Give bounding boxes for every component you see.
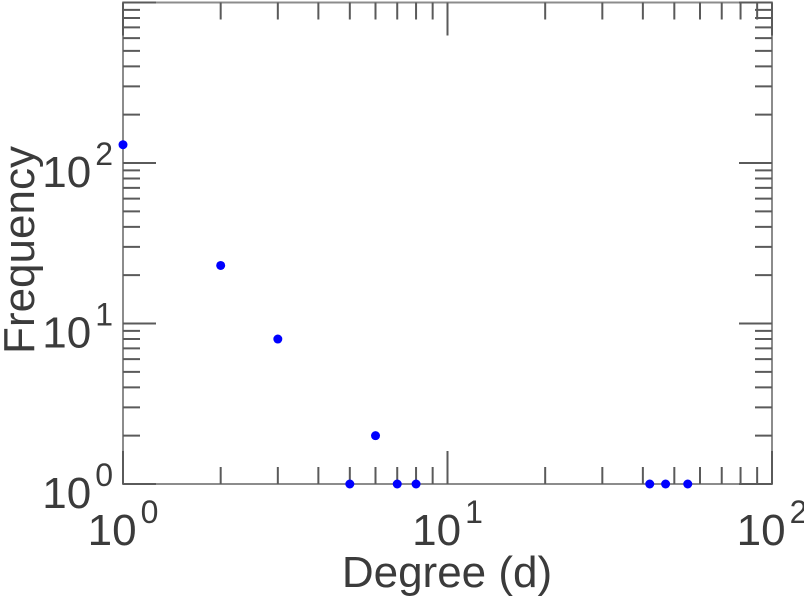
- y-tick-label-exponent: 2: [95, 136, 113, 172]
- data-point: [661, 479, 671, 489]
- y-tick-label-exponent: 1: [95, 297, 113, 333]
- data-point: [411, 479, 421, 489]
- x-tick-label-exponent: 0: [141, 494, 159, 530]
- y-axis-label: Frequency: [0, 146, 44, 354]
- x-tick-label: 10 2: [737, 494, 804, 555]
- y-tick-label-exponent: 0: [95, 457, 113, 493]
- x-tick-label: 10 1: [412, 494, 483, 555]
- data-point: [371, 431, 381, 441]
- plot-frame: [122, 1, 773, 485]
- y-tick-label: 10 2: [42, 136, 113, 197]
- data-point: [273, 334, 283, 344]
- data-point: [392, 479, 402, 489]
- data-point: [118, 140, 128, 150]
- data-point: [645, 479, 655, 489]
- x-tick-label: 10 0: [88, 494, 159, 555]
- x-tick-label-exponent: 2: [790, 494, 804, 530]
- x-tick-label-exponent: 1: [465, 494, 483, 530]
- data-point: [345, 479, 355, 489]
- y-tick-label: 10 1: [42, 297, 113, 358]
- data-point: [216, 260, 226, 270]
- x-axis-label: Degree (d): [342, 548, 552, 597]
- data-point: [683, 479, 693, 489]
- plot-area: 10 0 10 1 10 210 010 110 2: [42, 1, 804, 555]
